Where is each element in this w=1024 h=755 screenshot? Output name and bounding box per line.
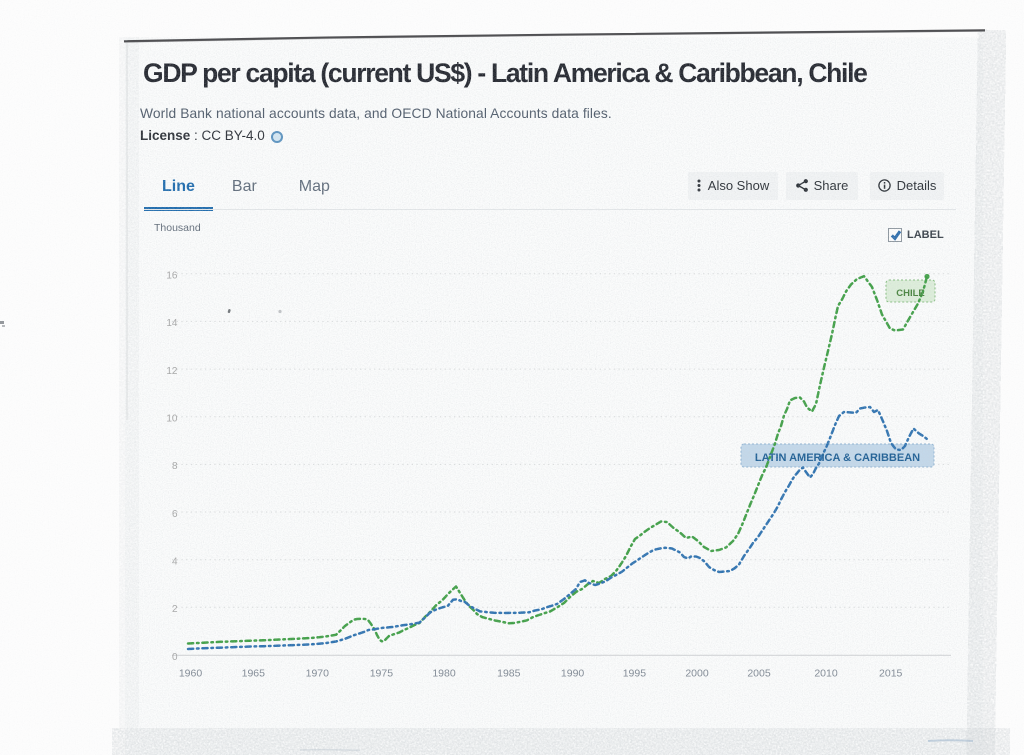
svg-text:2000: 2000 — [685, 667, 709, 679]
svg-text:1995: 1995 — [623, 667, 647, 679]
svg-text:1975: 1975 — [370, 667, 394, 679]
svg-text:1985: 1985 — [497, 667, 521, 679]
svg-text:14: 14 — [166, 318, 178, 329]
svg-text:8: 8 — [172, 461, 178, 472]
svg-text:12: 12 — [166, 366, 178, 377]
svg-text:0: 0 — [172, 652, 178, 663]
svg-text:1960: 1960 — [179, 667, 203, 679]
svg-text:1990: 1990 — [561, 667, 585, 679]
svg-text:LATIN AMERICA & CARIBBEAN: LATIN AMERICA & CARIBBEAN — [755, 452, 920, 464]
svg-text:16: 16 — [166, 271, 178, 282]
svg-text:2005: 2005 — [747, 667, 771, 679]
svg-text:4: 4 — [172, 557, 178, 568]
svg-text:2010: 2010 — [814, 667, 838, 679]
svg-text:1970: 1970 — [306, 667, 330, 679]
svg-text:2015: 2015 — [879, 667, 903, 679]
svg-text:2: 2 — [172, 604, 178, 615]
svg-text:1980: 1980 — [432, 667, 456, 679]
svg-text:6: 6 — [172, 509, 178, 520]
svg-text:10: 10 — [166, 414, 178, 425]
svg-text:1965: 1965 — [242, 667, 266, 679]
svg-text:CHILE: CHILE — [896, 288, 925, 299]
